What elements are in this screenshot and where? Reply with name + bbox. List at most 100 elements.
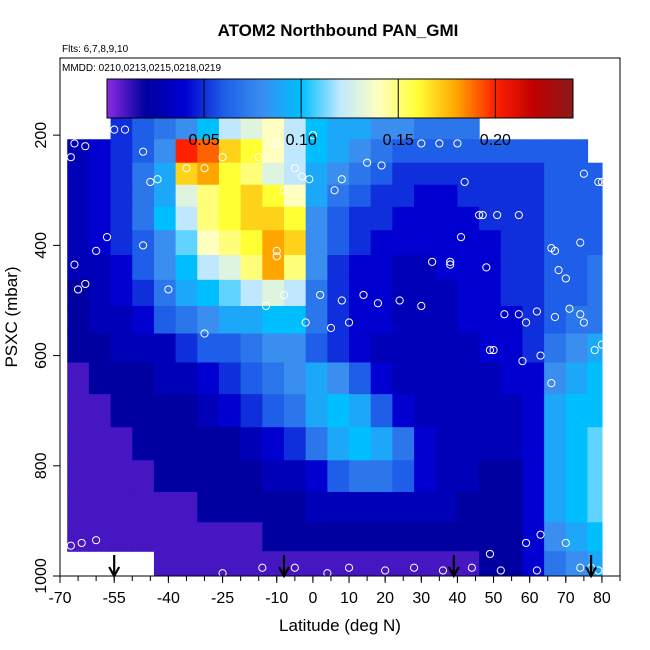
heatmap-cell (240, 162, 263, 186)
heatmap-cell (88, 184, 112, 208)
sample-point (272, 139, 281, 148)
sample-point (316, 290, 325, 300)
heatmap-cell (565, 491, 589, 523)
heatmap-cell (284, 206, 307, 231)
heatmap-cell (349, 206, 372, 231)
sample-point (73, 285, 83, 294)
sample-point (518, 356, 527, 366)
heatmap-cell (175, 427, 198, 461)
heatmap-cell (110, 162, 133, 186)
heatmap-cell (262, 362, 285, 395)
heatmap-cell (284, 162, 307, 186)
heatmap-cell (435, 184, 459, 208)
sample-point (308, 131, 318, 140)
heatmap-cell (67, 362, 90, 395)
heatmap-cell (197, 114, 220, 140)
heatmap-cell (457, 333, 480, 364)
heatmap-cell (110, 522, 133, 552)
sample-point (81, 279, 90, 289)
sample-point (326, 323, 336, 333)
heatmap-cell (565, 305, 589, 335)
chart-title: ATOM2 Northbound PAN_GMI (218, 21, 459, 40)
heatmap-cell (587, 522, 603, 552)
sample-point (120, 125, 130, 134)
colorbar-tick-label: 0.05 (189, 132, 220, 149)
heatmap-cell (132, 305, 155, 335)
heatmap-cell (522, 255, 545, 281)
heatmap-cell (457, 255, 480, 281)
heatmap-cell (240, 230, 263, 256)
sample-point (576, 310, 585, 319)
heatmap-cell (522, 551, 545, 576)
heatmap-cell (500, 491, 524, 523)
heatmap-cell (262, 206, 285, 231)
heatmap-cell (522, 206, 545, 231)
sample-point (597, 177, 607, 187)
heatmap-cell (88, 139, 112, 164)
heatmap-cell (218, 162, 242, 186)
heatmap-cell (544, 162, 567, 186)
heatmap-cell (262, 279, 285, 307)
heatmap-cell (305, 333, 328, 364)
sample-point (66, 541, 75, 550)
heatmap-cell (175, 460, 198, 493)
heatmap-cell (457, 114, 480, 140)
heatmap-cell (392, 362, 415, 395)
heatmap-cell (284, 427, 307, 461)
heatmap-cell (218, 333, 242, 364)
heatmap-cell (587, 255, 603, 281)
heatmap-cell (327, 255, 350, 281)
heatmap-cell (110, 279, 133, 307)
heatmap-cell (522, 162, 545, 186)
heatmap-cell (435, 230, 459, 256)
heatmap-cell (153, 162, 177, 186)
heatmap-cell (262, 491, 285, 523)
sample-point (428, 257, 437, 266)
heatmap-cell (392, 255, 415, 281)
heatmap-cell (175, 551, 198, 576)
sample-point (200, 329, 209, 338)
heatmap-cell (457, 184, 480, 208)
heatmap-cell (370, 362, 393, 395)
heatmap-cell (587, 279, 603, 307)
heatmap-cell (544, 522, 567, 552)
sample-point (337, 296, 346, 305)
sample-point (70, 139, 79, 148)
heatmap-cell (218, 114, 242, 140)
sample-point (467, 563, 476, 572)
heatmap-cell (218, 230, 242, 256)
heatmap-cell (500, 255, 524, 281)
heatmap-cell (305, 230, 328, 256)
y-tick-label: 200 (33, 122, 50, 149)
heatmap-cell (500, 162, 524, 186)
heatmap-cell (565, 394, 589, 428)
heatmap-cell (565, 139, 589, 164)
heatmap-cell (262, 139, 285, 164)
heatmap-cell (414, 522, 437, 552)
sample-point (102, 232, 112, 242)
heatmap-cell (218, 206, 242, 231)
sample-point (561, 274, 570, 283)
sample-point (110, 125, 119, 134)
heatmap-cell (284, 279, 307, 307)
heatmap-cell (327, 491, 350, 523)
sample-point (478, 210, 487, 220)
heatmap-cell (153, 551, 177, 576)
heatmap-cell (370, 394, 393, 428)
heatmap-cell (500, 394, 524, 428)
heatmap-cell (153, 230, 177, 256)
heatmap-cell (153, 522, 177, 552)
heatmap-cell (414, 551, 437, 576)
heatmap-cell (327, 333, 350, 364)
heatmap-cell (565, 279, 589, 307)
heatmap-cell (457, 522, 480, 552)
heatmap-cell (500, 362, 524, 395)
sample-point (409, 563, 419, 572)
colorbar-tick-label: 0.20 (480, 132, 511, 149)
heatmap-cell (479, 362, 502, 395)
heatmap-cell (110, 362, 133, 395)
heatmap-cell (153, 184, 177, 208)
heatmap-cell (284, 394, 307, 428)
x-tick-label: 40 (449, 590, 467, 607)
sample-point (485, 345, 495, 355)
